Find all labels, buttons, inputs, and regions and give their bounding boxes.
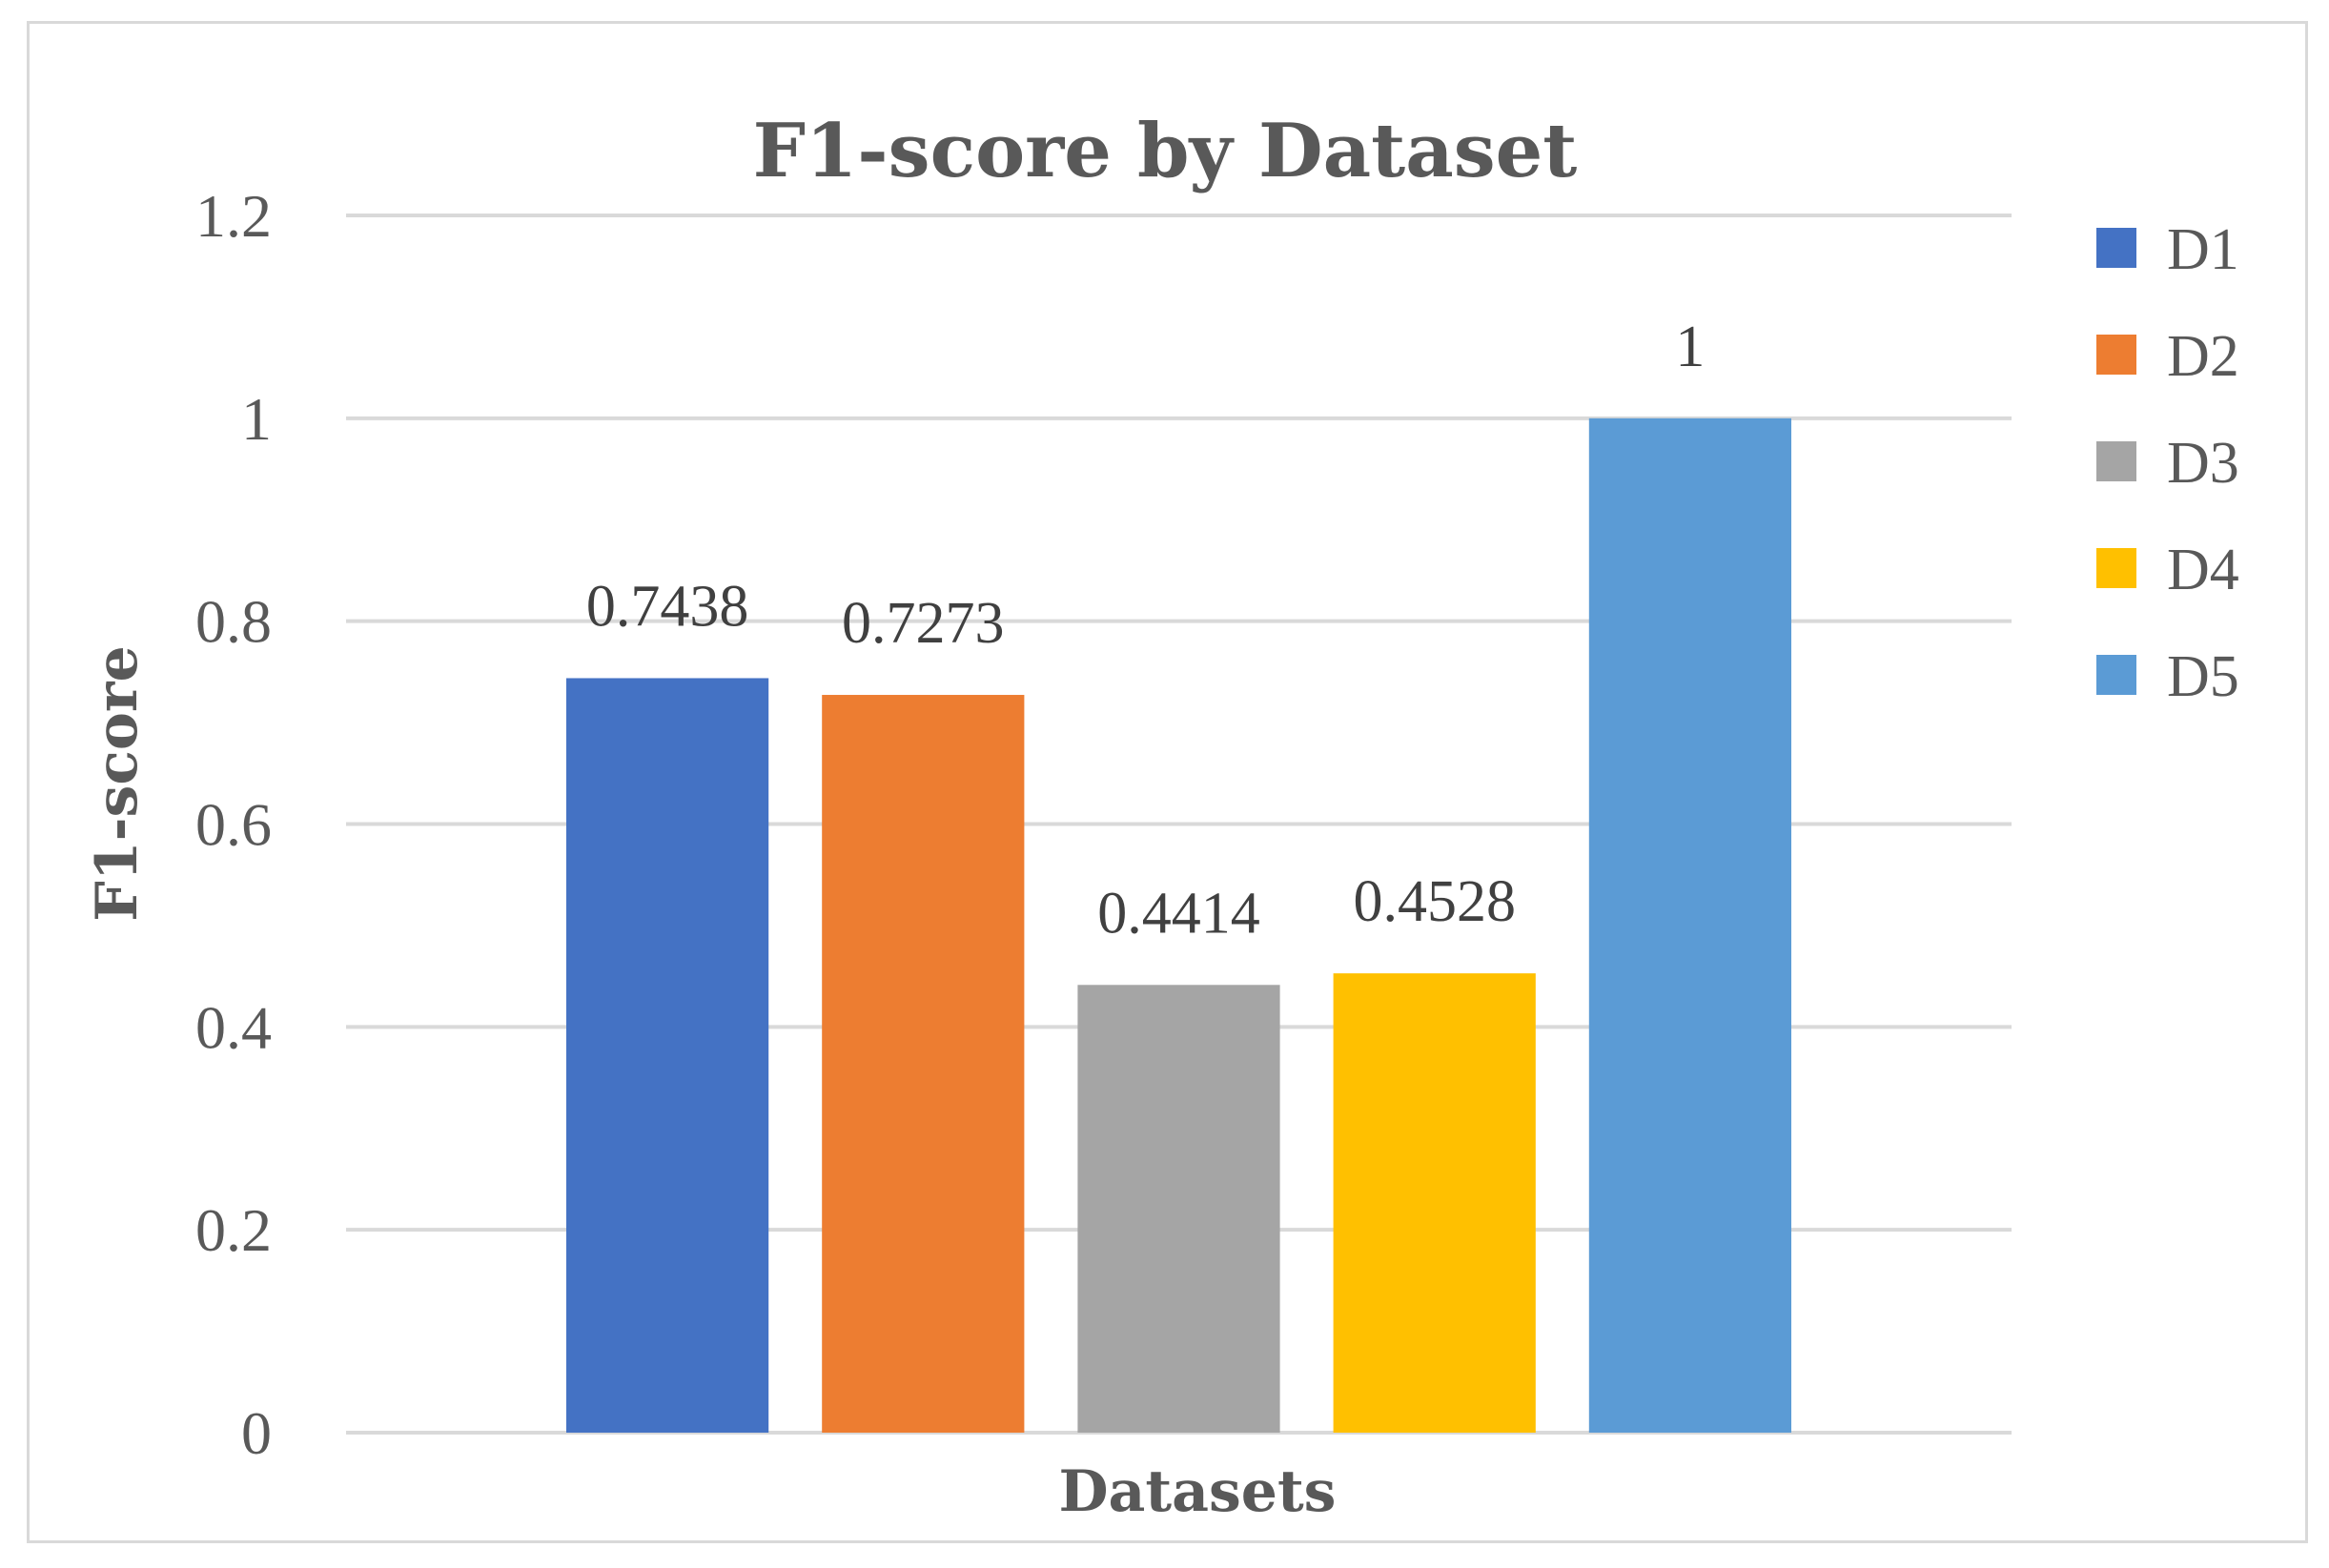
x-axis-title: Datasets xyxy=(1059,1458,1337,1525)
data-label-d4: 0.4528 xyxy=(1353,869,1516,934)
chart-title: F1-score by Dataset xyxy=(753,108,1578,194)
legend-label-d2: D2 xyxy=(2167,324,2239,389)
data-label-d1: 0.7438 xyxy=(586,574,749,639)
bar-d3 xyxy=(1077,985,1280,1433)
data-label-d2: 0.7273 xyxy=(842,591,1005,656)
data-label-d5: 1 xyxy=(1675,315,1705,379)
legend-swatch-d2 xyxy=(2096,335,2136,375)
legend-label-d1: D1 xyxy=(2167,217,2239,282)
y-tick-label: 1 xyxy=(241,385,272,453)
bar-d5 xyxy=(1588,417,1791,1433)
legend-swatch-d1 xyxy=(2096,228,2136,268)
legend-swatch-d3 xyxy=(2096,441,2136,481)
legend-label-d5: D5 xyxy=(2167,644,2239,709)
legend-label-d4: D4 xyxy=(2167,538,2239,602)
bar-d2 xyxy=(822,695,1025,1433)
bar-d1 xyxy=(566,678,769,1433)
bars xyxy=(566,417,1791,1433)
data-labels: 0.7438 0.7273 0.4414 0.4528 1 xyxy=(586,315,1706,946)
y-axis-ticks: 0 0.2 0.4 0.6 0.8 1 1.2 xyxy=(195,182,272,1467)
y-tick-label: 1.2 xyxy=(195,182,272,250)
y-tick-label: 0 xyxy=(241,1399,272,1467)
legend-swatch-d5 xyxy=(2096,655,2136,695)
legend-swatch-d4 xyxy=(2096,548,2136,588)
y-tick-label: 0.6 xyxy=(195,791,272,859)
y-tick-label: 0.8 xyxy=(195,588,272,656)
y-tick-label: 0.2 xyxy=(195,1196,272,1264)
y-tick-label: 0.4 xyxy=(195,993,272,1061)
legend-label-d3: D3 xyxy=(2167,431,2239,496)
data-label-d3: 0.4414 xyxy=(1097,881,1260,946)
bar-d4 xyxy=(1333,973,1536,1433)
legend: D1 D2 D3 D4 D5 xyxy=(2096,217,2239,709)
y-axis-title: F1-score xyxy=(84,645,151,921)
